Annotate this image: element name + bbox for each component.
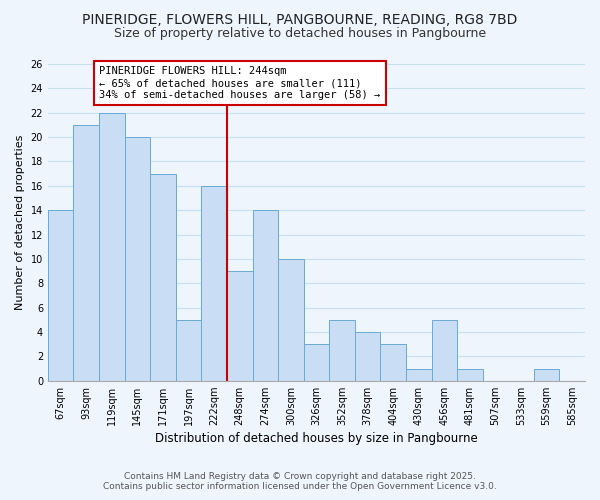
Text: PINERIDGE, FLOWERS HILL, PANGBOURNE, READING, RG8 7BD: PINERIDGE, FLOWERS HILL, PANGBOURNE, REA… (82, 12, 518, 26)
Bar (99, 112, 125, 380)
Bar (406, 368, 431, 380)
Bar (73, 125, 99, 380)
Bar (176, 320, 202, 380)
X-axis label: Distribution of detached houses by size in Pangbourne: Distribution of detached houses by size … (155, 432, 478, 445)
Text: Size of property relative to detached houses in Pangbourne: Size of property relative to detached ho… (114, 28, 486, 40)
Bar (227, 271, 253, 380)
Y-axis label: Number of detached properties: Number of detached properties (15, 134, 25, 310)
Text: Contains public sector information licensed under the Open Government Licence v3: Contains public sector information licen… (103, 482, 497, 491)
Bar (329, 320, 355, 380)
Bar (304, 344, 329, 381)
Text: PINERIDGE FLOWERS HILL: 244sqm
← 65% of detached houses are smaller (111)
34% of: PINERIDGE FLOWERS HILL: 244sqm ← 65% of … (99, 66, 380, 100)
Bar (48, 210, 73, 380)
Bar (355, 332, 380, 380)
Bar (457, 368, 482, 380)
Bar (150, 174, 176, 380)
Bar (431, 320, 457, 380)
Bar (380, 344, 406, 381)
Bar (278, 259, 304, 380)
Bar (202, 186, 227, 380)
Bar (253, 210, 278, 380)
Text: Contains HM Land Registry data © Crown copyright and database right 2025.: Contains HM Land Registry data © Crown c… (124, 472, 476, 481)
Bar (125, 137, 150, 380)
Bar (534, 368, 559, 380)
